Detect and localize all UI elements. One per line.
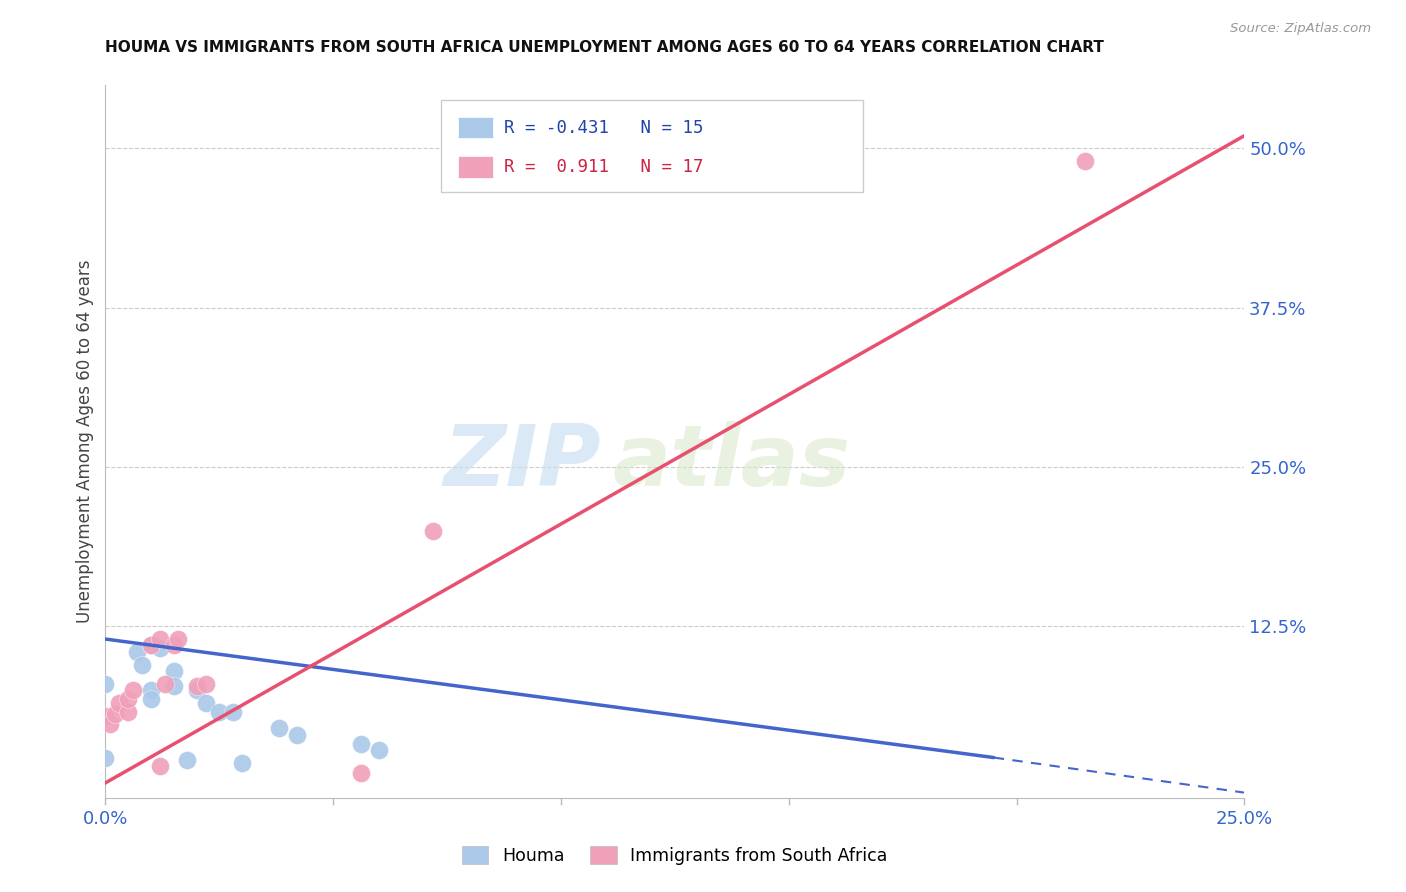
- Text: atlas: atlas: [612, 421, 851, 505]
- Text: R = -0.431   N = 15: R = -0.431 N = 15: [503, 119, 703, 136]
- Y-axis label: Unemployment Among Ages 60 to 64 years: Unemployment Among Ages 60 to 64 years: [76, 260, 94, 624]
- FancyBboxPatch shape: [458, 156, 492, 178]
- Legend: Houma, Immigrants from South Africa: Houma, Immigrants from South Africa: [456, 839, 894, 871]
- Text: HOUMA VS IMMIGRANTS FROM SOUTH AFRICA UNEMPLOYMENT AMONG AGES 60 TO 64 YEARS COR: HOUMA VS IMMIGRANTS FROM SOUTH AFRICA UN…: [105, 40, 1104, 55]
- Text: ZIP: ZIP: [443, 421, 600, 505]
- FancyBboxPatch shape: [458, 117, 492, 138]
- Text: R =  0.911   N = 17: R = 0.911 N = 17: [503, 158, 703, 176]
- FancyBboxPatch shape: [441, 101, 863, 192]
- Text: Source: ZipAtlas.com: Source: ZipAtlas.com: [1230, 22, 1371, 36]
